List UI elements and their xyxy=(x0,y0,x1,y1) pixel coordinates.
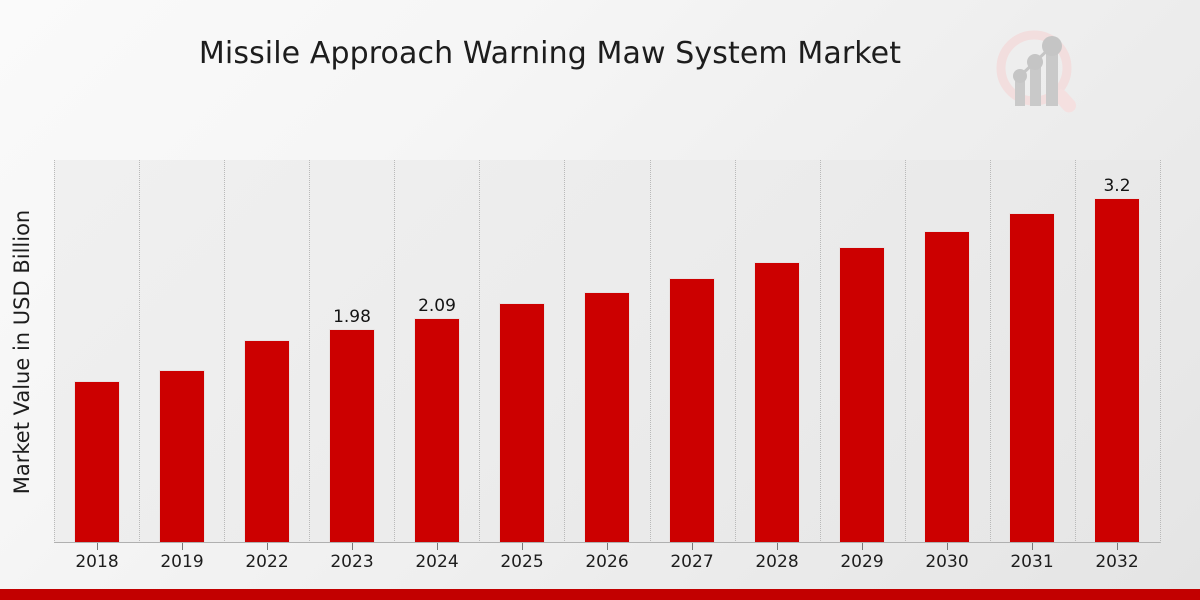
magnifier-bar-chart-icon xyxy=(996,30,1077,113)
x-axis: 2018 2019 2022 2023 2024 2025 2026 2027 2028 2029… xyxy=(54,543,1160,573)
x-tick-label-2022: 2022 xyxy=(245,552,289,572)
x-tick-label-2028: 2028 xyxy=(755,552,799,572)
bar-2018[interactable] xyxy=(74,381,120,543)
x-tick-mark xyxy=(947,543,948,550)
bar-2027[interactable] xyxy=(669,278,715,543)
brand-logo xyxy=(984,22,1094,126)
gridline xyxy=(820,160,822,543)
x-tick-mark xyxy=(352,543,353,550)
x-tick-label-2018: 2018 xyxy=(75,552,119,572)
bar-2031[interactable] xyxy=(1009,213,1055,543)
bar-2023[interactable]: 1.98 xyxy=(329,307,375,543)
y-axis-title: Market Value in USD Billion xyxy=(10,209,34,495)
gridline xyxy=(224,160,226,543)
x-tick-mark xyxy=(97,543,98,550)
footer-accent-bar xyxy=(0,589,1200,600)
x-tick-label-2027: 2027 xyxy=(670,552,714,572)
gridline xyxy=(479,160,481,543)
bar-2030[interactable] xyxy=(924,231,970,543)
x-tick-mark xyxy=(777,543,778,550)
gridline xyxy=(564,160,566,543)
gridline xyxy=(990,160,992,543)
page-title: Missile Approach Warning Maw System Mark… xyxy=(198,36,902,71)
bar-2022[interactable] xyxy=(244,340,290,543)
x-tick-mark xyxy=(862,543,863,550)
x-tick-mark xyxy=(1032,543,1033,550)
bar-2025[interactable] xyxy=(499,303,545,543)
bar-value-label-2023: 1.98 xyxy=(333,307,371,327)
x-tick-label-2032: 2032 xyxy=(1095,552,1139,572)
x-tick-mark xyxy=(182,543,183,550)
x-tick-label-2023: 2023 xyxy=(330,552,374,572)
gridline xyxy=(309,160,311,543)
bar-2029[interactable] xyxy=(839,247,885,543)
gridline xyxy=(139,160,141,543)
gridline xyxy=(54,160,56,543)
bar-2019[interactable] xyxy=(159,370,205,543)
x-tick-label-2030: 2030 xyxy=(925,552,969,572)
bar-2028[interactable] xyxy=(754,262,800,543)
x-tick-mark xyxy=(1117,543,1118,550)
bar-value-label-2024: 2.09 xyxy=(418,296,456,316)
x-tick-label-2024: 2024 xyxy=(415,552,459,572)
x-tick-label-2029: 2029 xyxy=(840,552,884,572)
gridline xyxy=(1160,160,1162,543)
plot-area: 1.98 2.09 3.2 xyxy=(54,160,1162,543)
gridline xyxy=(394,160,396,543)
bar-2026[interactable] xyxy=(584,292,630,543)
bar-2024[interactable]: 2.09 xyxy=(414,296,460,543)
bar-value-label-2032: 3.2 xyxy=(1103,176,1131,196)
gridline xyxy=(650,160,652,543)
x-axis-baseline xyxy=(54,542,1160,543)
bar-2032[interactable]: 3.2 xyxy=(1094,176,1140,543)
x-tick-label-2026: 2026 xyxy=(585,552,629,572)
x-tick-label-2031: 2031 xyxy=(1010,552,1054,572)
x-tick-mark xyxy=(522,543,523,550)
gridline xyxy=(735,160,737,543)
x-tick-mark xyxy=(692,543,693,550)
x-tick-mark xyxy=(437,543,438,550)
gridline xyxy=(1075,160,1077,543)
x-tick-mark xyxy=(607,543,608,550)
gridline xyxy=(905,160,907,543)
x-tick-label-2025: 2025 xyxy=(500,552,544,572)
x-tick-mark xyxy=(267,543,268,550)
x-tick-label-2019: 2019 xyxy=(160,552,204,572)
